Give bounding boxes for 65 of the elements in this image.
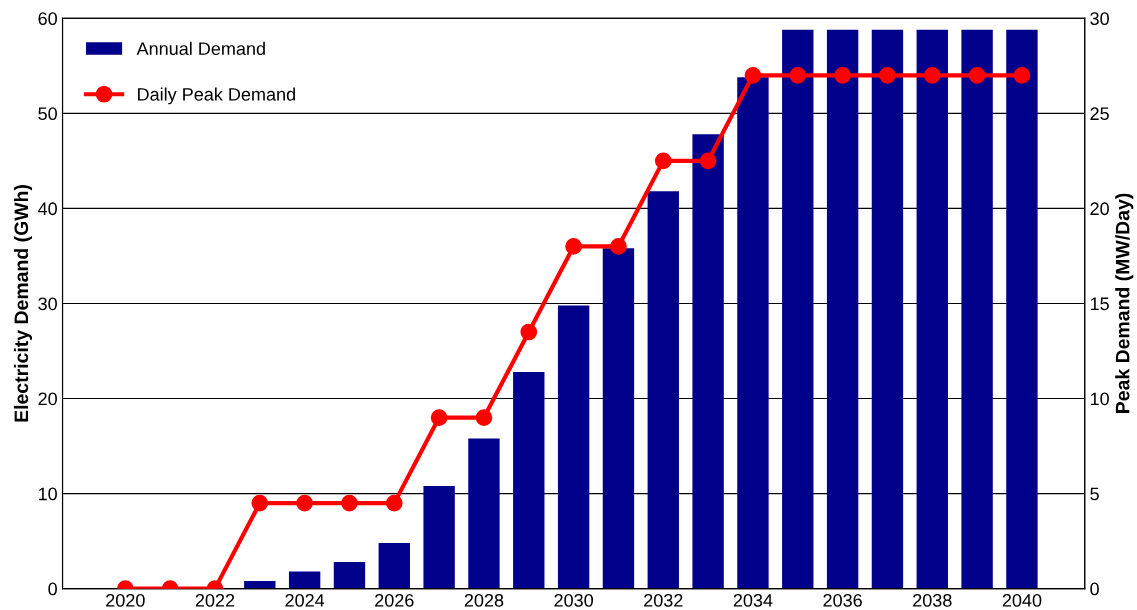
point — [385, 494, 403, 512]
legend-label: Annual Demand — [136, 41, 265, 56]
y-tick-label: 0 — [48, 582, 57, 596]
point — [1013, 67, 1031, 84]
bar — [333, 562, 366, 589]
point — [520, 323, 538, 341]
bar — [692, 134, 724, 589]
y-tick-label: 30 — [38, 297, 57, 311]
point — [341, 494, 358, 512]
bar — [423, 485, 455, 589]
point — [565, 238, 582, 255]
x-tick-label: 2024 — [285, 593, 325, 607]
point — [744, 67, 762, 84]
x-tick-label: 2032 — [644, 593, 683, 607]
y-tick-label: 50 — [38, 107, 57, 121]
point — [251, 494, 269, 512]
x-tick-label: 2036 — [823, 593, 862, 607]
y2-tick-label: 10 — [1090, 392, 1109, 406]
bar — [961, 29, 993, 589]
x-tick-label: 2038 — [913, 593, 952, 607]
bar — [288, 571, 321, 589]
bar — [244, 581, 276, 589]
y-tick-label: 20 — [38, 392, 57, 406]
y2-tick-label: 30 — [1090, 12, 1109, 26]
bar — [602, 248, 635, 589]
point — [610, 238, 627, 255]
bar — [378, 543, 410, 589]
bar — [1006, 29, 1038, 589]
point — [475, 409, 493, 426]
point — [654, 152, 672, 170]
x-tick-label: 2034 — [733, 593, 773, 607]
bar — [916, 29, 948, 589]
y2-axis-title: Peak Demand (MW/Day) — [1115, 193, 1134, 413]
y2-tick-label: 0 — [1090, 582, 1099, 596]
point — [296, 494, 313, 512]
point — [699, 152, 717, 170]
y2-tick-label: 15 — [1090, 297, 1109, 311]
y-tick-label: 60 — [38, 12, 57, 26]
bar — [647, 191, 679, 589]
point — [834, 67, 851, 84]
y2-tick-label: 20 — [1090, 202, 1109, 216]
x-tick-label: 2030 — [554, 593, 593, 607]
bar — [826, 29, 859, 589]
x-tick-label: 2040 — [1002, 593, 1042, 607]
bar — [468, 438, 500, 589]
y-tick-label: 40 — [38, 202, 57, 216]
x-tick-label: 2020 — [106, 593, 145, 607]
x-tick-label: 2028 — [464, 593, 504, 607]
point — [789, 67, 807, 84]
bar — [513, 371, 545, 589]
bar — [557, 305, 590, 589]
legend-label: Daily Peak Demand — [138, 87, 295, 105]
bar — [871, 29, 904, 589]
point — [430, 409, 448, 426]
point — [968, 67, 986, 84]
y2-tick-label: 5 — [1090, 487, 1099, 501]
y-axis-title: Electricity Demand (GWh) — [13, 185, 33, 422]
x-tick-label: 2026 — [375, 593, 414, 607]
x-tick-label: 2022 — [195, 593, 235, 607]
point — [879, 67, 896, 84]
point — [923, 67, 941, 84]
y2-tick-label: 25 — [1090, 107, 1109, 121]
bar — [782, 29, 814, 589]
y-tick-label: 10 — [38, 487, 57, 501]
bar — [737, 77, 769, 589]
